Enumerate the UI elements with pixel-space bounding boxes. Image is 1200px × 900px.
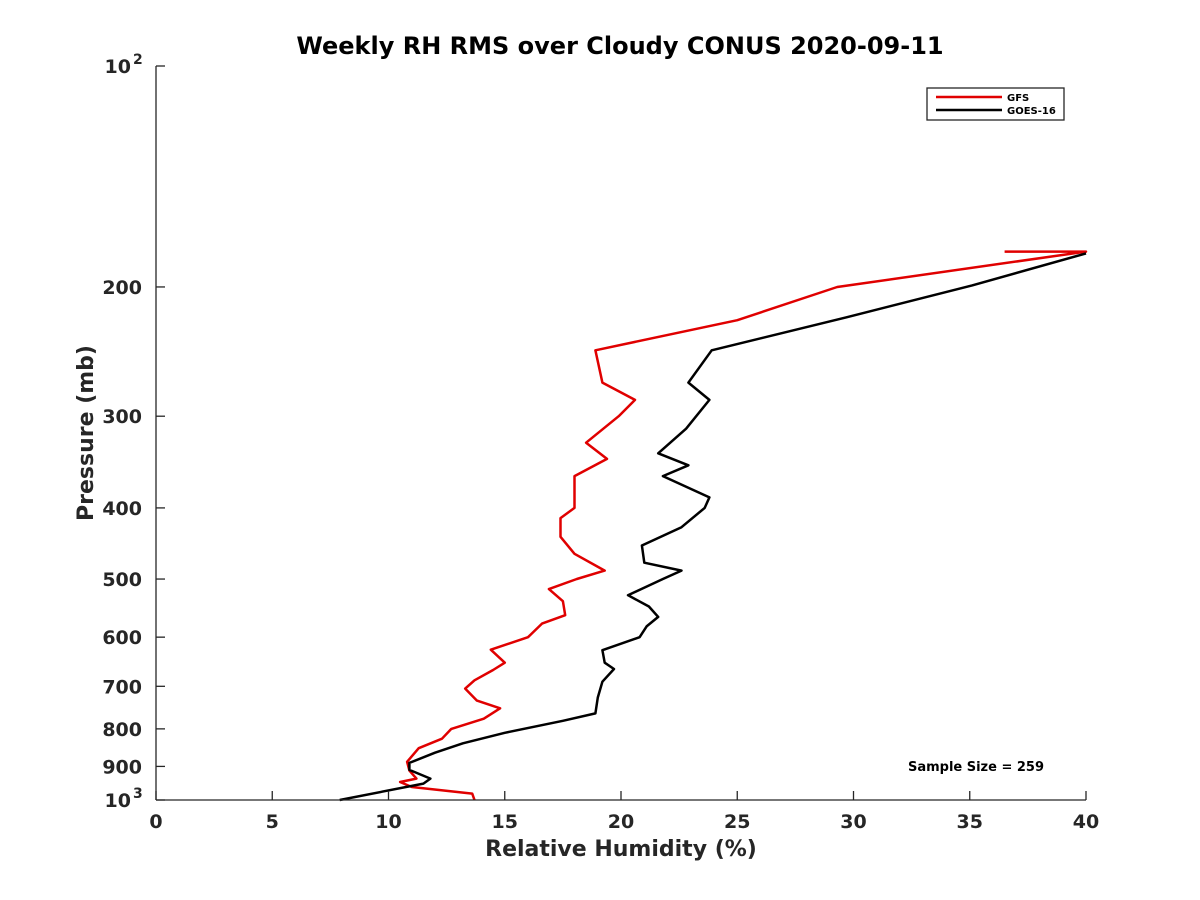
sample-size-annotation: Sample Size = 259 — [908, 760, 1044, 775]
x-tick-label-8: 40 — [1073, 811, 1099, 833]
y-tick-label-0: 10 — [105, 56, 131, 78]
y-tick-label-6: 700 — [102, 676, 142, 698]
legend-label-gfs: GFS — [1007, 93, 1029, 104]
legend-box — [926, 87, 1065, 121]
x-axis-label: Relative Humidity (%) — [485, 837, 757, 862]
x-tick-label-5: 25 — [724, 811, 750, 833]
x-tick-label-6: 30 — [840, 811, 866, 833]
y-tick-label-7: 800 — [102, 719, 142, 741]
y-tick-label-2: 300 — [102, 406, 142, 428]
y-tick-label-9: 10 — [105, 790, 131, 812]
x-tick-label-0: 0 — [149, 811, 162, 833]
legend-label-goes16: GOES-16 — [1007, 106, 1056, 117]
x-tick-label-3: 15 — [492, 811, 518, 833]
y-tick-label-8: 900 — [102, 756, 142, 778]
series-line-goes-16 — [339, 252, 1087, 802]
y-tick-label-3: 400 — [102, 498, 142, 520]
x-tick-label-1: 5 — [266, 811, 279, 833]
y-tick-label-1: 200 — [102, 277, 142, 299]
y-tick-label-5: 600 — [102, 627, 142, 649]
x-tick-label-7: 35 — [957, 811, 983, 833]
y-tick-label-4: 500 — [102, 569, 142, 591]
chart-title: Weekly RH RMS over Cloudy CONUS 2020-09-… — [296, 32, 943, 60]
plot-lines — [339, 250, 1088, 802]
x-axis-ticks: 0 5 10 15 20 25 30 35 40 — [149, 791, 1099, 833]
x-tick-label-4: 20 — [608, 811, 634, 833]
y-tick-exponent-9: 3 — [133, 786, 143, 802]
legend: GFS GOES-16 — [926, 87, 1065, 121]
y-axis-label: Pressure (mb) — [74, 345, 99, 521]
y-tick-exponent-0: 2 — [133, 52, 143, 68]
series-line-gfs — [398, 250, 1088, 801]
x-tick-label-2: 10 — [375, 811, 401, 833]
